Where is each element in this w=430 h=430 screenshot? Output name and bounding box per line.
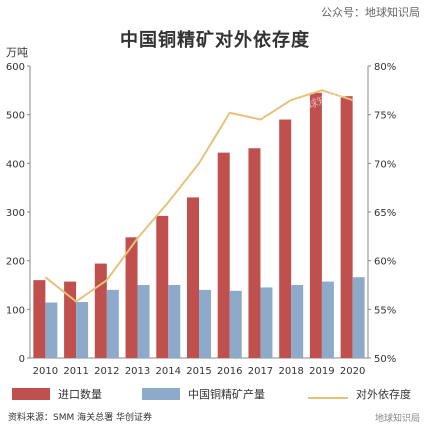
bar-production — [137, 285, 150, 358]
legend-swatch-imports — [12, 388, 50, 400]
bar-imports — [279, 119, 292, 359]
bar-imports — [64, 281, 77, 358]
watermark-text: 地球知识局 — [57, 224, 108, 253]
bar-imports — [94, 263, 107, 358]
bar-production — [229, 290, 242, 358]
right-tick-label: 55% — [374, 305, 396, 316]
bar-production — [76, 302, 89, 358]
account-label: 公众号：地球知识局 — [321, 6, 420, 19]
left-axis-unit: 万吨 — [6, 46, 28, 59]
left-tick-label: 400 — [6, 159, 25, 170]
bar-production — [45, 302, 58, 358]
bar-production — [106, 289, 119, 358]
legend-label-imports: 进口数量 — [58, 388, 102, 401]
bar-production — [168, 285, 181, 358]
x-tick-label: 2011 — [63, 366, 88, 377]
bar-production — [352, 277, 365, 358]
legend-item-dependency: 对外依存度 — [308, 388, 411, 402]
x-tick-label: 2010 — [33, 366, 58, 377]
watermark-text: 地球知识局 — [377, 319, 428, 348]
legend-item-production: 中国铜精矿产量 — [142, 386, 265, 402]
left-tick-label: 500 — [6, 111, 25, 122]
right-tick-label: 65% — [374, 208, 396, 219]
x-tick-label: 2016 — [217, 366, 242, 377]
right-tick-label: 50% — [374, 354, 396, 365]
bar-imports — [33, 280, 46, 358]
left-tick-label: 0 — [19, 354, 25, 365]
bar-imports — [309, 92, 322, 359]
bar-imports — [187, 197, 199, 358]
bar-production — [291, 285, 304, 358]
corner-watermark: 地球知识局 — [374, 414, 420, 424]
bar-production — [260, 287, 273, 358]
bar-production — [321, 281, 334, 358]
bar-imports — [125, 237, 138, 358]
x-tick-label: 2015 — [186, 366, 211, 377]
chart-title: 中国铜精矿对外依存度 — [120, 30, 310, 51]
legend: 进口数量 中国铜精矿产量 对外依存度 — [12, 386, 422, 402]
bar-imports — [340, 96, 353, 358]
right-tick-label: 60% — [374, 257, 396, 268]
left-tick-label: 300 — [6, 208, 25, 219]
legend-swatch-dependency — [308, 396, 348, 399]
bar-imports — [217, 152, 230, 358]
legend-item-imports: 进口数量 — [12, 386, 102, 402]
source-note: 资料来源：SMM 海关总署 华创证券 — [8, 413, 152, 423]
x-tick-label: 2020 — [340, 366, 365, 377]
line-dependency — [44, 89, 353, 303]
right-tick-label: 75% — [374, 111, 396, 122]
left-tick-label: 200 — [6, 257, 25, 268]
x-tick-label: 2019 — [309, 366, 334, 377]
x-tick-label: 2013 — [125, 366, 150, 377]
left-tick-label: 600 — [6, 62, 25, 73]
x-tick-label: 2014 — [156, 366, 181, 377]
right-tick-label: 80% — [374, 62, 396, 73]
legend-label-dependency: 对外依存度 — [356, 388, 411, 401]
legend-label-production: 中国铜精矿产量 — [188, 388, 265, 401]
watermark-text: 地球知识局 — [37, 79, 88, 108]
bar-imports — [248, 148, 261, 358]
x-tick-label: 2018 — [278, 366, 303, 377]
x-tick-label: 2012 — [94, 366, 119, 377]
bar-production — [199, 289, 211, 358]
right-tick-label: 70% — [374, 159, 396, 170]
bar-imports — [156, 215, 169, 358]
x-tick-label: 2017 — [248, 366, 273, 377]
legend-swatch-production — [142, 388, 180, 400]
left-tick-label: 100 — [6, 305, 25, 316]
